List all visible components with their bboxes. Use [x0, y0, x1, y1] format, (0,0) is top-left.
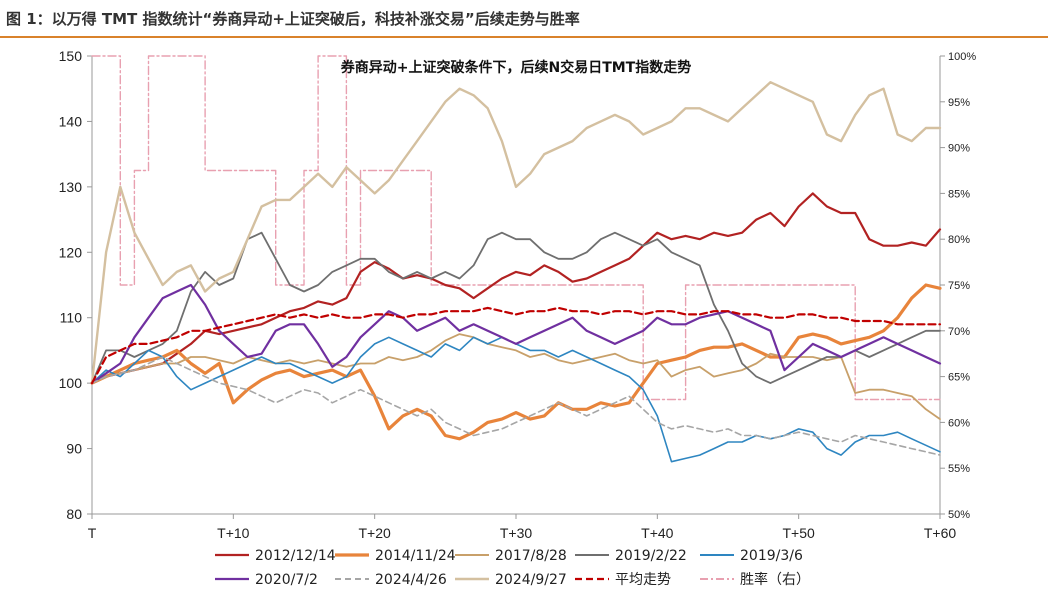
y-left-tick-label: 100: [59, 375, 83, 391]
y-right-tick-label: 95%: [948, 97, 970, 109]
y-right-tick-label: 80%: [948, 234, 970, 246]
x-tick-label: T+20: [359, 525, 392, 541]
legend-item: 平均走势: [575, 572, 671, 588]
legend-item: 2019/3/6: [700, 548, 803, 564]
legend-item: 2014/11/24: [335, 548, 456, 564]
y-right-tick-label: 60%: [948, 417, 970, 429]
x-tick-label: T+40: [641, 525, 674, 541]
axes: 80 90 100 110 120 130 140 150 50% 55% 60% 65% 70% 75%…: [59, 48, 977, 541]
y-right-tick-label: 70%: [948, 326, 970, 338]
legend-label: 胜率（右）: [740, 571, 810, 588]
series-line-2012-12-14: [90, 192, 942, 385]
x-tick-label: T+10: [217, 525, 250, 541]
legend-item: 胜率（右）: [700, 571, 810, 588]
legend-label: 平均走势: [615, 572, 671, 588]
legend-item: 2024/4/26: [335, 572, 447, 588]
legend-item: 2017/8/28: [455, 548, 567, 564]
caption-divider: [0, 36, 1048, 38]
y-right-tick-label: 50%: [948, 509, 970, 521]
x-tick-label: T+30: [500, 525, 533, 541]
y-right-tick-label: 75%: [948, 280, 970, 292]
series-line-2024-9-27: [90, 81, 942, 385]
legend: 2012/12/14 2014/11/24 2017/8/28 2019/2/22 20…: [215, 548, 810, 588]
legend-label: 2017/8/28: [495, 548, 567, 564]
legend-label: 2019/2/22: [615, 548, 687, 564]
legend-label: 2020/7/2: [255, 572, 318, 588]
x-tick-label: T: [88, 525, 97, 541]
y-left-tick-label: 150: [59, 48, 83, 64]
y-left-tick-label: 130: [59, 179, 83, 195]
chart-title: 券商异动+上证突破条件下，后续N交易日TMT指数走势: [341, 59, 691, 76]
y-right-tick-label: 85%: [948, 188, 970, 200]
y-left-tick-label: 90: [66, 441, 82, 457]
legend-label: 2024/9/27: [495, 572, 567, 588]
legend-item: 2024/9/27: [455, 572, 567, 588]
legend-label: 2012/12/14: [255, 548, 336, 564]
y-left-tick-label: 140: [59, 113, 83, 129]
y-right-tick-label: 65%: [948, 372, 970, 384]
series-line-2024-4-26: [91, 356, 941, 456]
y-right-tick-label: 100%: [948, 51, 976, 63]
series-line-2019-2-22: [91, 231, 941, 384]
legend-item: 2020/7/2: [215, 572, 318, 588]
series-line-2020-7-2: [90, 283, 942, 385]
x-tick-label: T+50: [783, 525, 816, 541]
y-left-tick-label: 110: [60, 310, 83, 326]
legend-item: 2012/12/14: [215, 548, 336, 564]
legend-label: 2014/11/24: [375, 548, 456, 564]
x-tick-label: T+60: [924, 525, 957, 541]
series-line-胜率-右-: [91, 55, 941, 401]
figure-caption: 图 1：以万得 TMT 指数统计“券商异动+上证突破后，科技补涨交易”后续走势与…: [6, 10, 580, 28]
series-lines: [90, 55, 942, 463]
y-left-tick-label: 80: [66, 506, 82, 522]
y-left-tick-label: 120: [59, 244, 83, 260]
y-right-tick-label: 55%: [948, 463, 970, 475]
legend-item: 2019/2/22: [575, 548, 687, 564]
series-line-平均走势: [90, 306, 942, 385]
series-line-2019-3-6: [91, 336, 941, 463]
legend-label: 2019/3/6: [740, 548, 803, 564]
legend-label: 2024/4/26: [375, 572, 447, 588]
series-line-2014-11-24: [90, 283, 942, 441]
y-right-tick-label: 90%: [948, 143, 970, 155]
